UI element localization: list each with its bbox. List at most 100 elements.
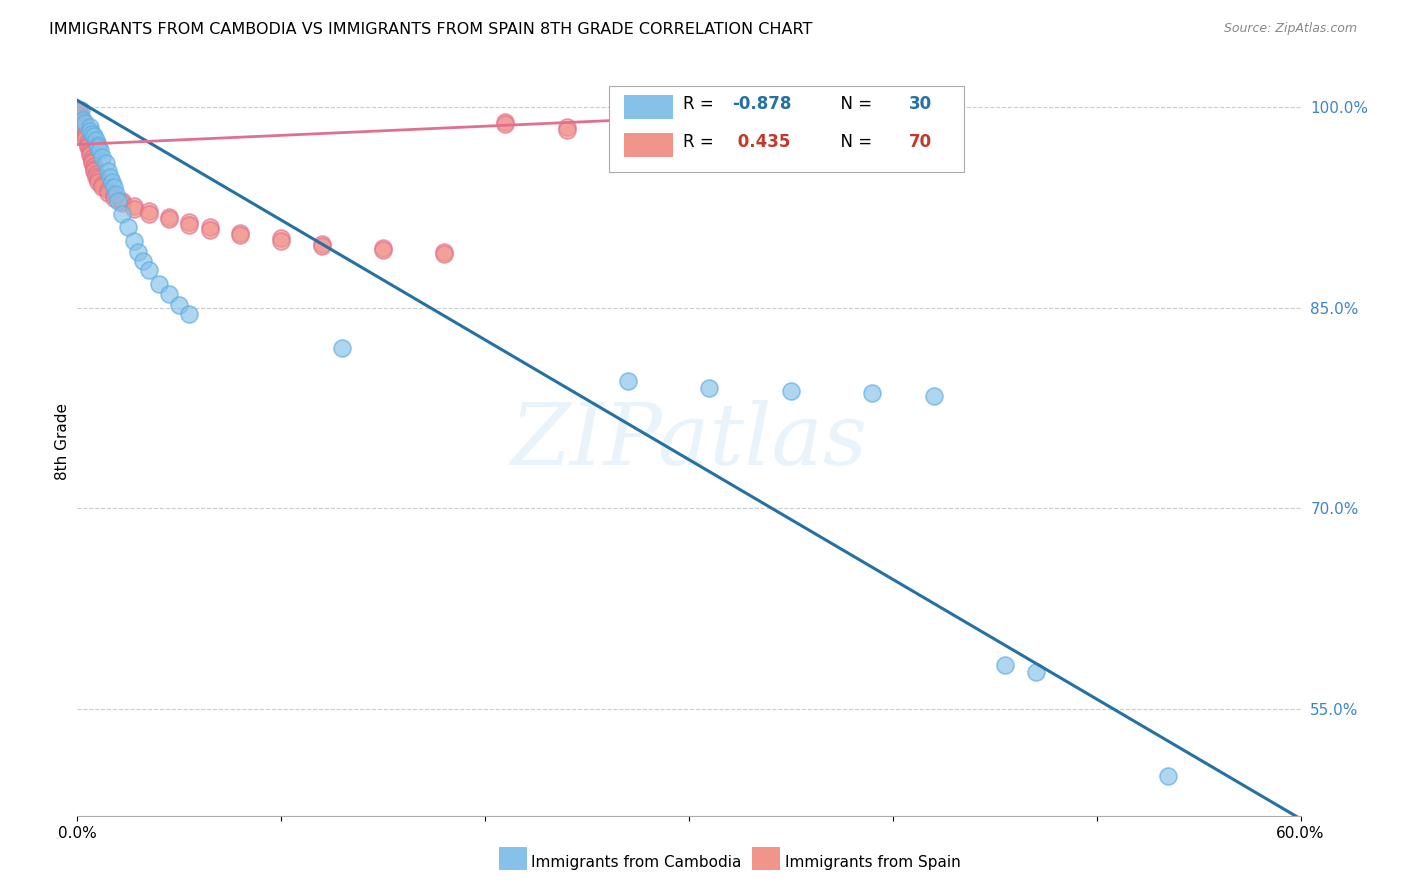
Point — [87, 140, 110, 154]
Text: ZIPatlas: ZIPatlas — [510, 401, 868, 483]
Point — [127, 244, 149, 259]
Point — [779, 384, 801, 398]
Point — [87, 172, 110, 186]
Point — [83, 161, 105, 176]
Point — [555, 123, 578, 137]
Point — [922, 389, 945, 403]
Point — [83, 164, 105, 178]
Point — [84, 134, 107, 148]
Point — [148, 277, 170, 291]
Point — [70, 113, 93, 128]
Point — [740, 136, 762, 151]
Point — [75, 116, 97, 130]
Point — [821, 140, 844, 154]
Point — [841, 143, 863, 157]
Point — [76, 140, 98, 154]
Point — [179, 218, 201, 232]
Point — [97, 164, 120, 178]
Point — [101, 175, 124, 189]
Point — [87, 137, 110, 152]
Point — [72, 119, 94, 133]
Point — [138, 204, 160, 219]
Point — [107, 194, 129, 208]
Point — [80, 127, 103, 141]
Point — [699, 381, 721, 395]
Point — [103, 191, 125, 205]
Point — [75, 129, 97, 144]
Point — [1024, 665, 1046, 679]
Point — [617, 124, 640, 138]
Point — [67, 103, 90, 117]
Point — [67, 105, 90, 120]
Point — [117, 220, 139, 235]
Point — [76, 137, 98, 152]
Point — [311, 239, 333, 253]
Point — [270, 231, 292, 245]
Point — [138, 207, 160, 221]
Point — [555, 120, 578, 135]
Point — [841, 142, 863, 156]
Point — [97, 183, 120, 197]
Text: Immigrants from Spain: Immigrants from Spain — [785, 855, 960, 870]
Point — [617, 127, 640, 141]
Point — [72, 124, 94, 138]
Point — [83, 129, 105, 144]
Point — [229, 228, 252, 243]
Point — [138, 263, 160, 277]
Point — [124, 199, 146, 213]
Text: IMMIGRANTS FROM CAMBODIA VS IMMIGRANTS FROM SPAIN 8TH GRADE CORRELATION CHART: IMMIGRANTS FROM CAMBODIA VS IMMIGRANTS F… — [49, 22, 813, 37]
Point — [94, 156, 117, 170]
Point — [103, 180, 125, 194]
Point — [72, 121, 94, 136]
Point — [157, 210, 180, 224]
Point — [179, 215, 201, 229]
Point — [79, 148, 101, 162]
Point — [157, 287, 180, 301]
Point — [179, 308, 201, 322]
Point — [75, 127, 97, 141]
Point — [311, 236, 333, 251]
Y-axis label: 8th Grade: 8th Grade — [55, 403, 70, 480]
Point — [90, 178, 112, 192]
Point — [98, 169, 121, 184]
Point — [105, 187, 128, 202]
FancyBboxPatch shape — [624, 133, 673, 157]
Point — [80, 151, 103, 165]
Point — [67, 108, 90, 122]
Text: N =: N = — [830, 95, 877, 113]
Point — [124, 234, 146, 248]
FancyBboxPatch shape — [624, 95, 673, 120]
Point — [617, 375, 640, 389]
Point — [76, 135, 98, 149]
Point — [821, 137, 844, 152]
Point — [72, 113, 94, 128]
Point — [70, 103, 93, 117]
Point — [678, 132, 700, 146]
Text: R =: R = — [683, 133, 718, 151]
Point — [229, 226, 252, 240]
Point — [87, 175, 110, 189]
Text: 70: 70 — [910, 133, 932, 151]
Point — [740, 134, 762, 148]
Point — [90, 150, 112, 164]
Point — [371, 244, 394, 258]
Point — [90, 180, 112, 194]
Point — [433, 244, 456, 259]
Point — [862, 386, 884, 401]
Point — [332, 341, 354, 355]
Point — [157, 212, 180, 227]
Point — [70, 116, 93, 130]
Text: 30: 30 — [910, 95, 932, 113]
Point — [111, 194, 134, 208]
Point — [79, 120, 101, 135]
Point — [169, 298, 191, 312]
Point — [80, 153, 103, 168]
Point — [75, 132, 97, 146]
Point — [80, 156, 103, 170]
Point — [495, 115, 517, 129]
Point — [103, 188, 125, 202]
Point — [79, 145, 101, 160]
Text: 0.435: 0.435 — [731, 133, 790, 151]
Point — [124, 202, 146, 216]
Point — [1157, 769, 1180, 783]
